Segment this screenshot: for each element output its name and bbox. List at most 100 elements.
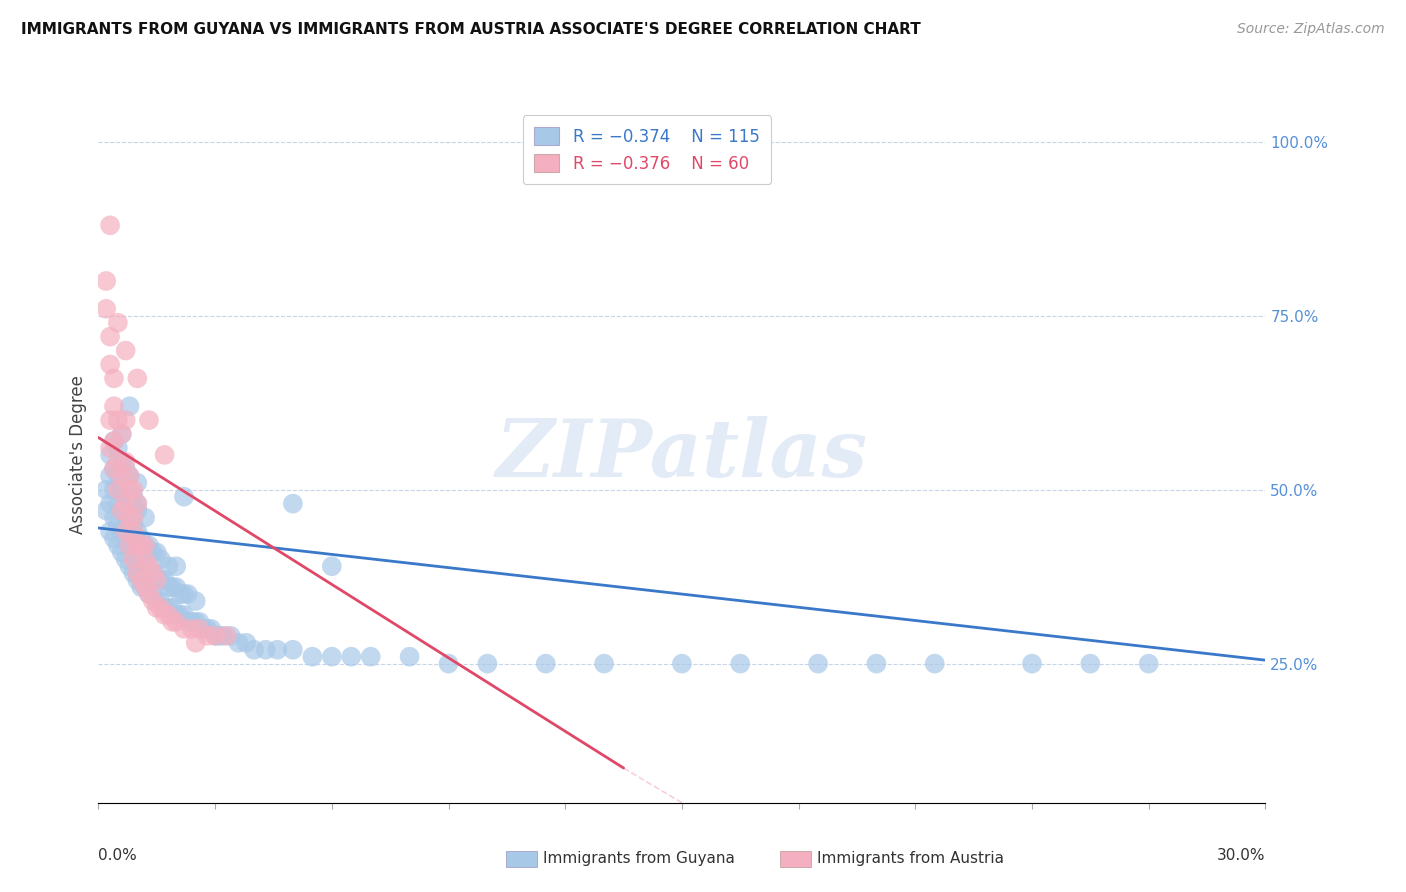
Point	[138, 559, 160, 574]
Point	[184, 636, 207, 650]
Point	[98, 448, 121, 462]
Point	[173, 587, 195, 601]
Point	[107, 538, 129, 552]
Point	[114, 510, 136, 524]
Point	[118, 497, 141, 511]
Point	[134, 538, 156, 552]
Point	[98, 497, 121, 511]
Point	[103, 371, 125, 385]
Y-axis label: Associate's Degree: Associate's Degree	[69, 376, 87, 534]
Point	[153, 573, 176, 587]
Point	[114, 462, 136, 476]
Point	[321, 649, 343, 664]
Point	[195, 629, 218, 643]
Point	[1021, 657, 1043, 671]
Point	[146, 573, 169, 587]
Point	[98, 524, 121, 539]
Point	[157, 607, 180, 622]
Point	[157, 580, 180, 594]
Point	[96, 301, 118, 316]
Point	[118, 538, 141, 552]
Point	[865, 657, 887, 671]
Point	[219, 629, 242, 643]
Point	[593, 657, 616, 671]
Point	[122, 524, 145, 539]
Point	[98, 413, 121, 427]
Point	[134, 538, 156, 552]
Point	[118, 517, 141, 532]
Point	[122, 566, 145, 581]
Point	[398, 649, 420, 664]
Point	[134, 559, 156, 574]
Point	[360, 649, 382, 664]
Point	[129, 580, 152, 594]
Point	[111, 427, 134, 442]
Point	[127, 497, 149, 511]
Point	[138, 587, 160, 601]
Point	[111, 468, 134, 483]
Point	[114, 490, 136, 504]
Point	[165, 615, 187, 629]
Point	[107, 413, 129, 427]
Point	[204, 629, 226, 643]
Point	[103, 434, 125, 448]
Point	[98, 329, 121, 343]
Point	[129, 532, 152, 546]
Point	[129, 538, 152, 552]
Point	[165, 559, 187, 574]
Point	[122, 538, 145, 552]
Point	[534, 657, 557, 671]
Point	[111, 503, 134, 517]
Point	[184, 615, 207, 629]
Point	[149, 552, 172, 566]
Point	[118, 559, 141, 574]
Point	[122, 510, 145, 524]
Point	[235, 636, 257, 650]
Point	[321, 559, 343, 574]
Point	[477, 657, 499, 671]
Point	[114, 524, 136, 539]
Point	[114, 497, 136, 511]
Point	[107, 483, 129, 497]
Point	[118, 468, 141, 483]
Point	[98, 468, 121, 483]
Point	[111, 503, 134, 517]
Point	[142, 594, 165, 608]
Point	[98, 441, 121, 455]
Point	[177, 615, 200, 629]
Point	[103, 434, 125, 448]
Point	[111, 545, 134, 559]
Point	[114, 532, 136, 546]
Text: Source: ZipAtlas.com: Source: ZipAtlas.com	[1237, 22, 1385, 37]
Point	[127, 497, 149, 511]
Point	[173, 490, 195, 504]
Point	[129, 552, 152, 566]
Point	[107, 517, 129, 532]
Point	[122, 552, 145, 566]
Point	[180, 622, 202, 636]
Point	[98, 358, 121, 372]
Point	[204, 629, 226, 643]
Point	[208, 629, 231, 643]
Point	[107, 468, 129, 483]
Point	[153, 607, 176, 622]
Point	[146, 545, 169, 559]
Point	[146, 601, 169, 615]
Text: Immigrants from Guyana: Immigrants from Guyana	[543, 852, 734, 866]
Point	[173, 622, 195, 636]
Point	[1080, 657, 1102, 671]
Point	[118, 399, 141, 413]
Point	[138, 587, 160, 601]
Point	[127, 566, 149, 581]
Point	[215, 629, 238, 643]
Point	[169, 607, 191, 622]
Text: Immigrants from Austria: Immigrants from Austria	[817, 852, 1004, 866]
Point	[165, 607, 187, 622]
Point	[114, 413, 136, 427]
Point	[281, 497, 304, 511]
Point	[243, 642, 266, 657]
Point	[193, 622, 215, 636]
Point	[153, 448, 176, 462]
Point	[165, 580, 187, 594]
Point	[134, 552, 156, 566]
